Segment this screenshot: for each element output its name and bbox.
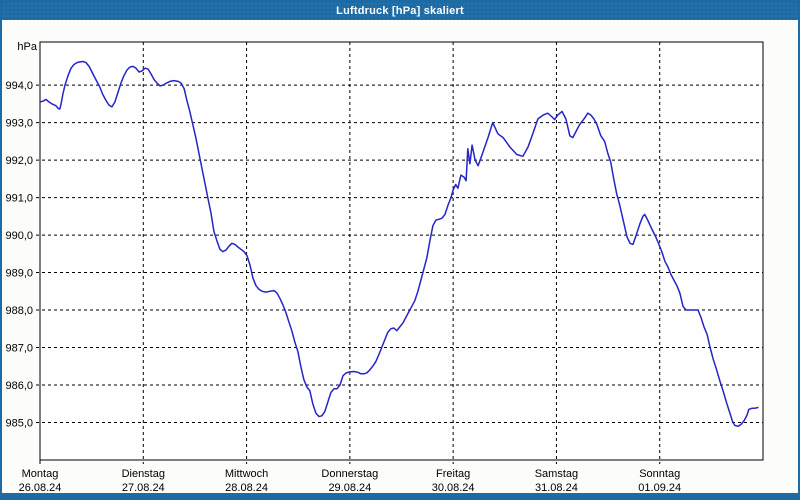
axis-labels: 994,0 993,0 992,0 991,0 990,0 989,0 988,0 987,0… xyxy=(5,41,681,494)
x-tick-date-label: 28.08.24 xyxy=(225,482,268,494)
y-tick-label: 993,0 xyxy=(5,118,33,130)
chart-area: 994,0 993,0 992,0 991,0 990,0 989,0 988,0 987,0… xyxy=(2,20,798,494)
pressure-line xyxy=(39,60,759,428)
x-tick-day-label: Mittwoch xyxy=(225,468,268,480)
gridlines xyxy=(36,42,763,464)
y-tick-label: 990,0 xyxy=(5,230,33,242)
x-tick-day-label: Samstag xyxy=(535,468,578,480)
y-tick-label: 988,0 xyxy=(5,305,33,317)
y-tick-label: 985,0 xyxy=(5,418,33,430)
window-titlebar: Luftdruck [hPa] skaliert xyxy=(2,2,798,20)
plot-area xyxy=(40,42,763,460)
x-tick-day-label: Sonntag xyxy=(639,468,680,480)
x-tick-date-label: 26.08.24 xyxy=(19,482,62,494)
x-tick-date-label: 01.09.24 xyxy=(638,482,681,494)
pressure-chart-canvas: 994,0 993,0 992,0 991,0 990,0 989,0 988,0 987,0… xyxy=(5,41,764,494)
window-bottom-bar xyxy=(2,493,798,498)
y-tick-label: 989,0 xyxy=(5,268,33,280)
x-tick-date-label: 30.08.24 xyxy=(432,482,475,494)
y-tick-label: 992,0 xyxy=(5,155,33,167)
x-tick-date-label: 29.08.24 xyxy=(328,482,371,494)
y-tick-label: 987,0 xyxy=(5,343,33,355)
x-tick-day-label: Dienstag xyxy=(122,468,165,480)
x-tick-day-label: Freitag xyxy=(436,468,470,480)
window-title: Luftdruck [hPa] skaliert xyxy=(336,5,464,17)
y-tick-label: 991,0 xyxy=(5,193,33,205)
plot-frame xyxy=(39,41,764,461)
y-axis-unit-label: hPa xyxy=(17,41,37,53)
x-tick-day-label: Donnerstag xyxy=(321,468,378,480)
x-tick-day-label: Montag xyxy=(22,468,59,480)
x-tick-date-label: 31.08.24 xyxy=(535,482,578,494)
y-tick-label: 994,0 xyxy=(5,80,33,92)
y-tick-label: 986,0 xyxy=(5,380,33,392)
x-tick-date-label: 27.08.24 xyxy=(122,482,165,494)
